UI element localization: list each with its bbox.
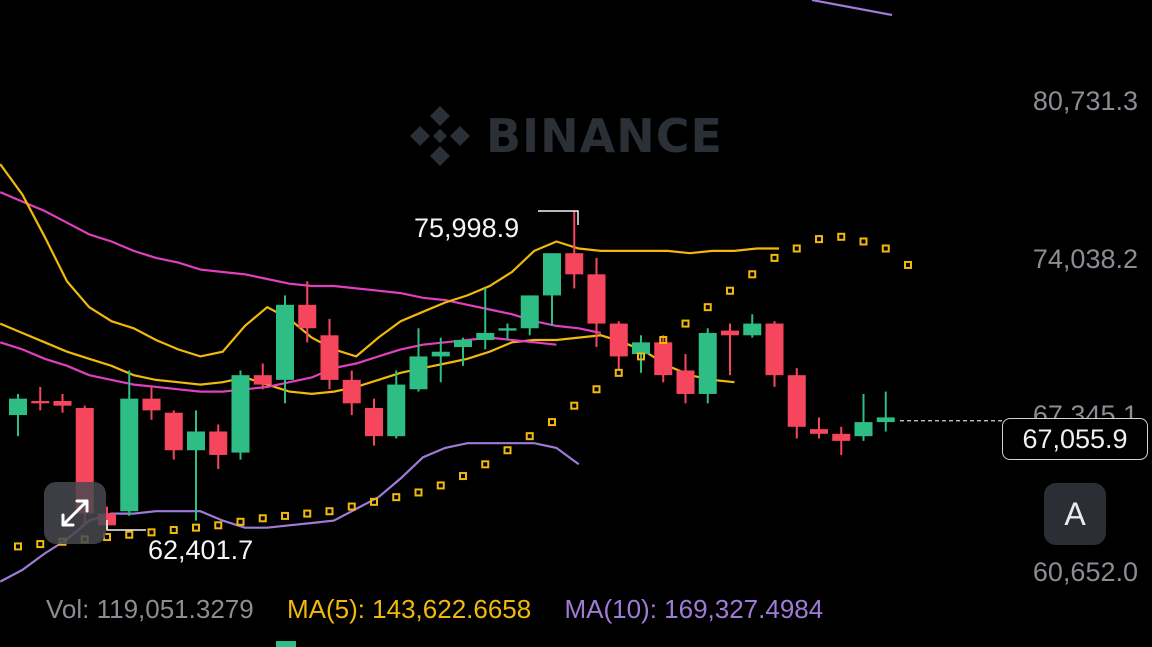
sar-dot	[726, 286, 734, 295]
candle-body	[342, 379, 361, 404]
ma-fast-line	[0, 163, 779, 358]
candle-body	[876, 417, 895, 423]
volume-ma10: MA(10): 169,327.4984	[564, 594, 824, 624]
candle-body	[654, 342, 673, 376]
price-axis-label: 74,038.2	[1032, 244, 1138, 274]
price-axis-label: 60,652.0	[1032, 557, 1138, 587]
sar-dot	[192, 523, 200, 532]
sar-dot	[414, 488, 423, 497]
candle-body	[832, 433, 851, 441]
volume-ma5: MA(5): 143,622.6658	[286, 594, 532, 624]
candle-body	[53, 400, 72, 406]
sar-dot	[214, 521, 223, 530]
volume-bar	[276, 641, 296, 647]
sar-dot	[392, 493, 401, 502]
candle-body	[676, 370, 695, 394]
sar-dot	[125, 530, 134, 539]
candle-body	[320, 335, 339, 380]
upper-band-line	[811, 0, 893, 17]
sar-dot	[169, 525, 178, 534]
sar-dot	[36, 540, 45, 549]
sar-dot	[147, 528, 156, 537]
candle-body	[476, 332, 495, 340]
low-leader-line	[106, 519, 146, 531]
candle-body	[787, 375, 806, 427]
ma-upper-line	[0, 191, 602, 335]
candle-body	[609, 323, 628, 357]
candle-body	[298, 304, 317, 329]
sar-dot	[481, 460, 490, 469]
candle-body	[454, 339, 472, 348]
sar-dot	[859, 237, 868, 246]
sar-dot	[681, 319, 690, 328]
candle-body	[253, 375, 272, 385]
volume-indicator-bar: Vol: 119,051.3279 MA(5): 143,622.6658 MA…	[46, 594, 849, 625]
candle-body	[9, 398, 27, 416]
candle-body	[632, 342, 650, 355]
sar-dot	[436, 481, 445, 490]
sar-dot	[659, 335, 668, 344]
sar-dot	[570, 401, 579, 410]
price-axis-label: 80,731.3	[1032, 86, 1138, 116]
candle-body	[98, 513, 116, 526]
candle-body	[587, 274, 606, 324]
fullscreen-button[interactable]	[44, 482, 106, 544]
sar-dot	[347, 502, 356, 511]
sar-dot	[748, 270, 757, 279]
sar-dot	[792, 244, 801, 253]
candle-body	[743, 323, 762, 336]
high-leader-line	[538, 210, 579, 226]
sar-dot	[592, 385, 601, 394]
binance-logo-icon	[410, 106, 470, 166]
candle-body	[765, 323, 784, 376]
low-price-label: 62,401.7	[148, 535, 254, 565]
sar-dot	[525, 432, 534, 441]
expand-arrows-icon	[61, 499, 89, 527]
candle-body	[209, 431, 228, 455]
sar-dot	[703, 303, 712, 312]
candle-body	[231, 375, 250, 453]
candle-body	[387, 384, 406, 437]
candle-body	[565, 253, 584, 275]
candle-body	[431, 351, 450, 357]
high-price-label: 75,998.9	[414, 213, 520, 243]
volume-value: Vol: 119,051.3279	[46, 594, 254, 624]
binance-watermark: BINANCE	[408, 104, 723, 168]
auto-scale-button[interactable]: A	[1044, 483, 1106, 545]
sar-dot	[637, 352, 645, 361]
sar-dot	[548, 418, 556, 427]
candle-body	[164, 412, 183, 451]
candle-body	[276, 304, 294, 380]
candle-body	[187, 431, 205, 451]
sar-dot	[503, 446, 512, 455]
sar-dot	[258, 514, 267, 523]
sar-dot	[614, 368, 623, 377]
sar-dot	[14, 542, 22, 551]
watermark-text: BINANCE	[486, 109, 723, 163]
candle-body	[142, 398, 161, 411]
sar-dot	[815, 235, 823, 244]
sar-dot	[837, 232, 846, 241]
candle-body	[698, 332, 717, 394]
sar-dot	[770, 253, 779, 262]
candle-body	[854, 422, 873, 437]
sar-dot	[459, 472, 467, 481]
sar-dot	[325, 507, 334, 516]
sar-dot	[303, 509, 312, 518]
candle-body	[120, 398, 139, 512]
sar-dot	[370, 497, 378, 506]
candle-body	[810, 429, 828, 434]
sar-dot	[904, 260, 912, 269]
candle-body	[520, 295, 539, 329]
candle-body	[721, 330, 739, 336]
sar-dot	[281, 511, 289, 520]
candle-body	[365, 408, 383, 437]
sar-dot	[881, 244, 890, 253]
sar-dot	[236, 517, 245, 526]
candle-body	[31, 400, 50, 404]
current-price-tag: 67,055.9	[1002, 418, 1148, 460]
candle-body	[409, 356, 428, 390]
candle-body	[543, 253, 561, 296]
candle-body	[498, 328, 517, 331]
